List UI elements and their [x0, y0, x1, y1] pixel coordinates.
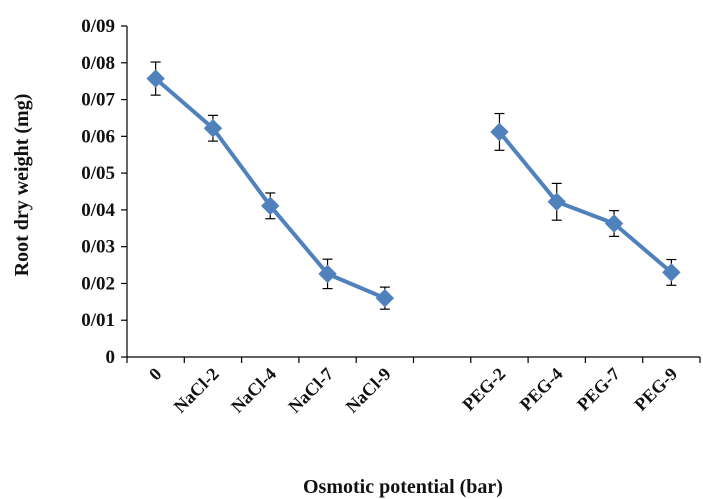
y-tick-label: 0/01 [81, 310, 115, 331]
x-tick-label: NaCl-9 [342, 364, 395, 417]
y-tick-label: 0/09 [81, 16, 115, 37]
y-tick-label: 0/05 [81, 163, 115, 184]
y-tick-label: 0/02 [81, 273, 115, 294]
y-tick-label: 0 [106, 347, 116, 368]
series-line [497, 130, 673, 274]
data-point [662, 263, 681, 282]
x-tick-label: PEG-9 [630, 364, 681, 415]
y-tick-label: 0/03 [81, 237, 115, 258]
y-tick-label: 0/07 [81, 90, 115, 111]
y-tick-label: 0/08 [81, 53, 115, 74]
y-axis: 0 0/01 0/02 0/03 0/04 0/05 0/06 0/07 0/08 0/09 [81, 16, 128, 368]
x-tick-label: NaCl-7 [284, 364, 337, 417]
data-point [261, 196, 280, 216]
x-axis: 0 NaCl-2 NaCl-4 NaCl-7 NaCl-9 PEG-2 PEG-4 PEG-7… [126, 356, 701, 417]
x-tick-label: NaCl-2 [170, 364, 223, 417]
data-point [375, 288, 395, 308]
x-tick-label: PEG-2 [458, 364, 509, 415]
series-root-dry-weight [146, 61, 681, 310]
data-point [203, 119, 223, 138]
x-tick-label: 0 [145, 364, 166, 385]
x-tick-label: PEG-7 [573, 364, 624, 415]
data-point [146, 69, 165, 88]
y-axis-title: Root dry weight (mg) [11, 94, 33, 277]
y-tick-label: 0/06 [81, 126, 115, 147]
data-point [547, 192, 566, 212]
series-line [154, 77, 386, 300]
x-tick-label: PEG-4 [516, 364, 567, 415]
data-point [318, 264, 337, 284]
y-tick-label: 0/04 [81, 200, 115, 221]
x-axis-title: Osmotic potential (bar) [303, 476, 503, 498]
x-tick-label: NaCl-4 [227, 364, 280, 417]
data-point [604, 214, 624, 233]
data-point [490, 122, 509, 142]
